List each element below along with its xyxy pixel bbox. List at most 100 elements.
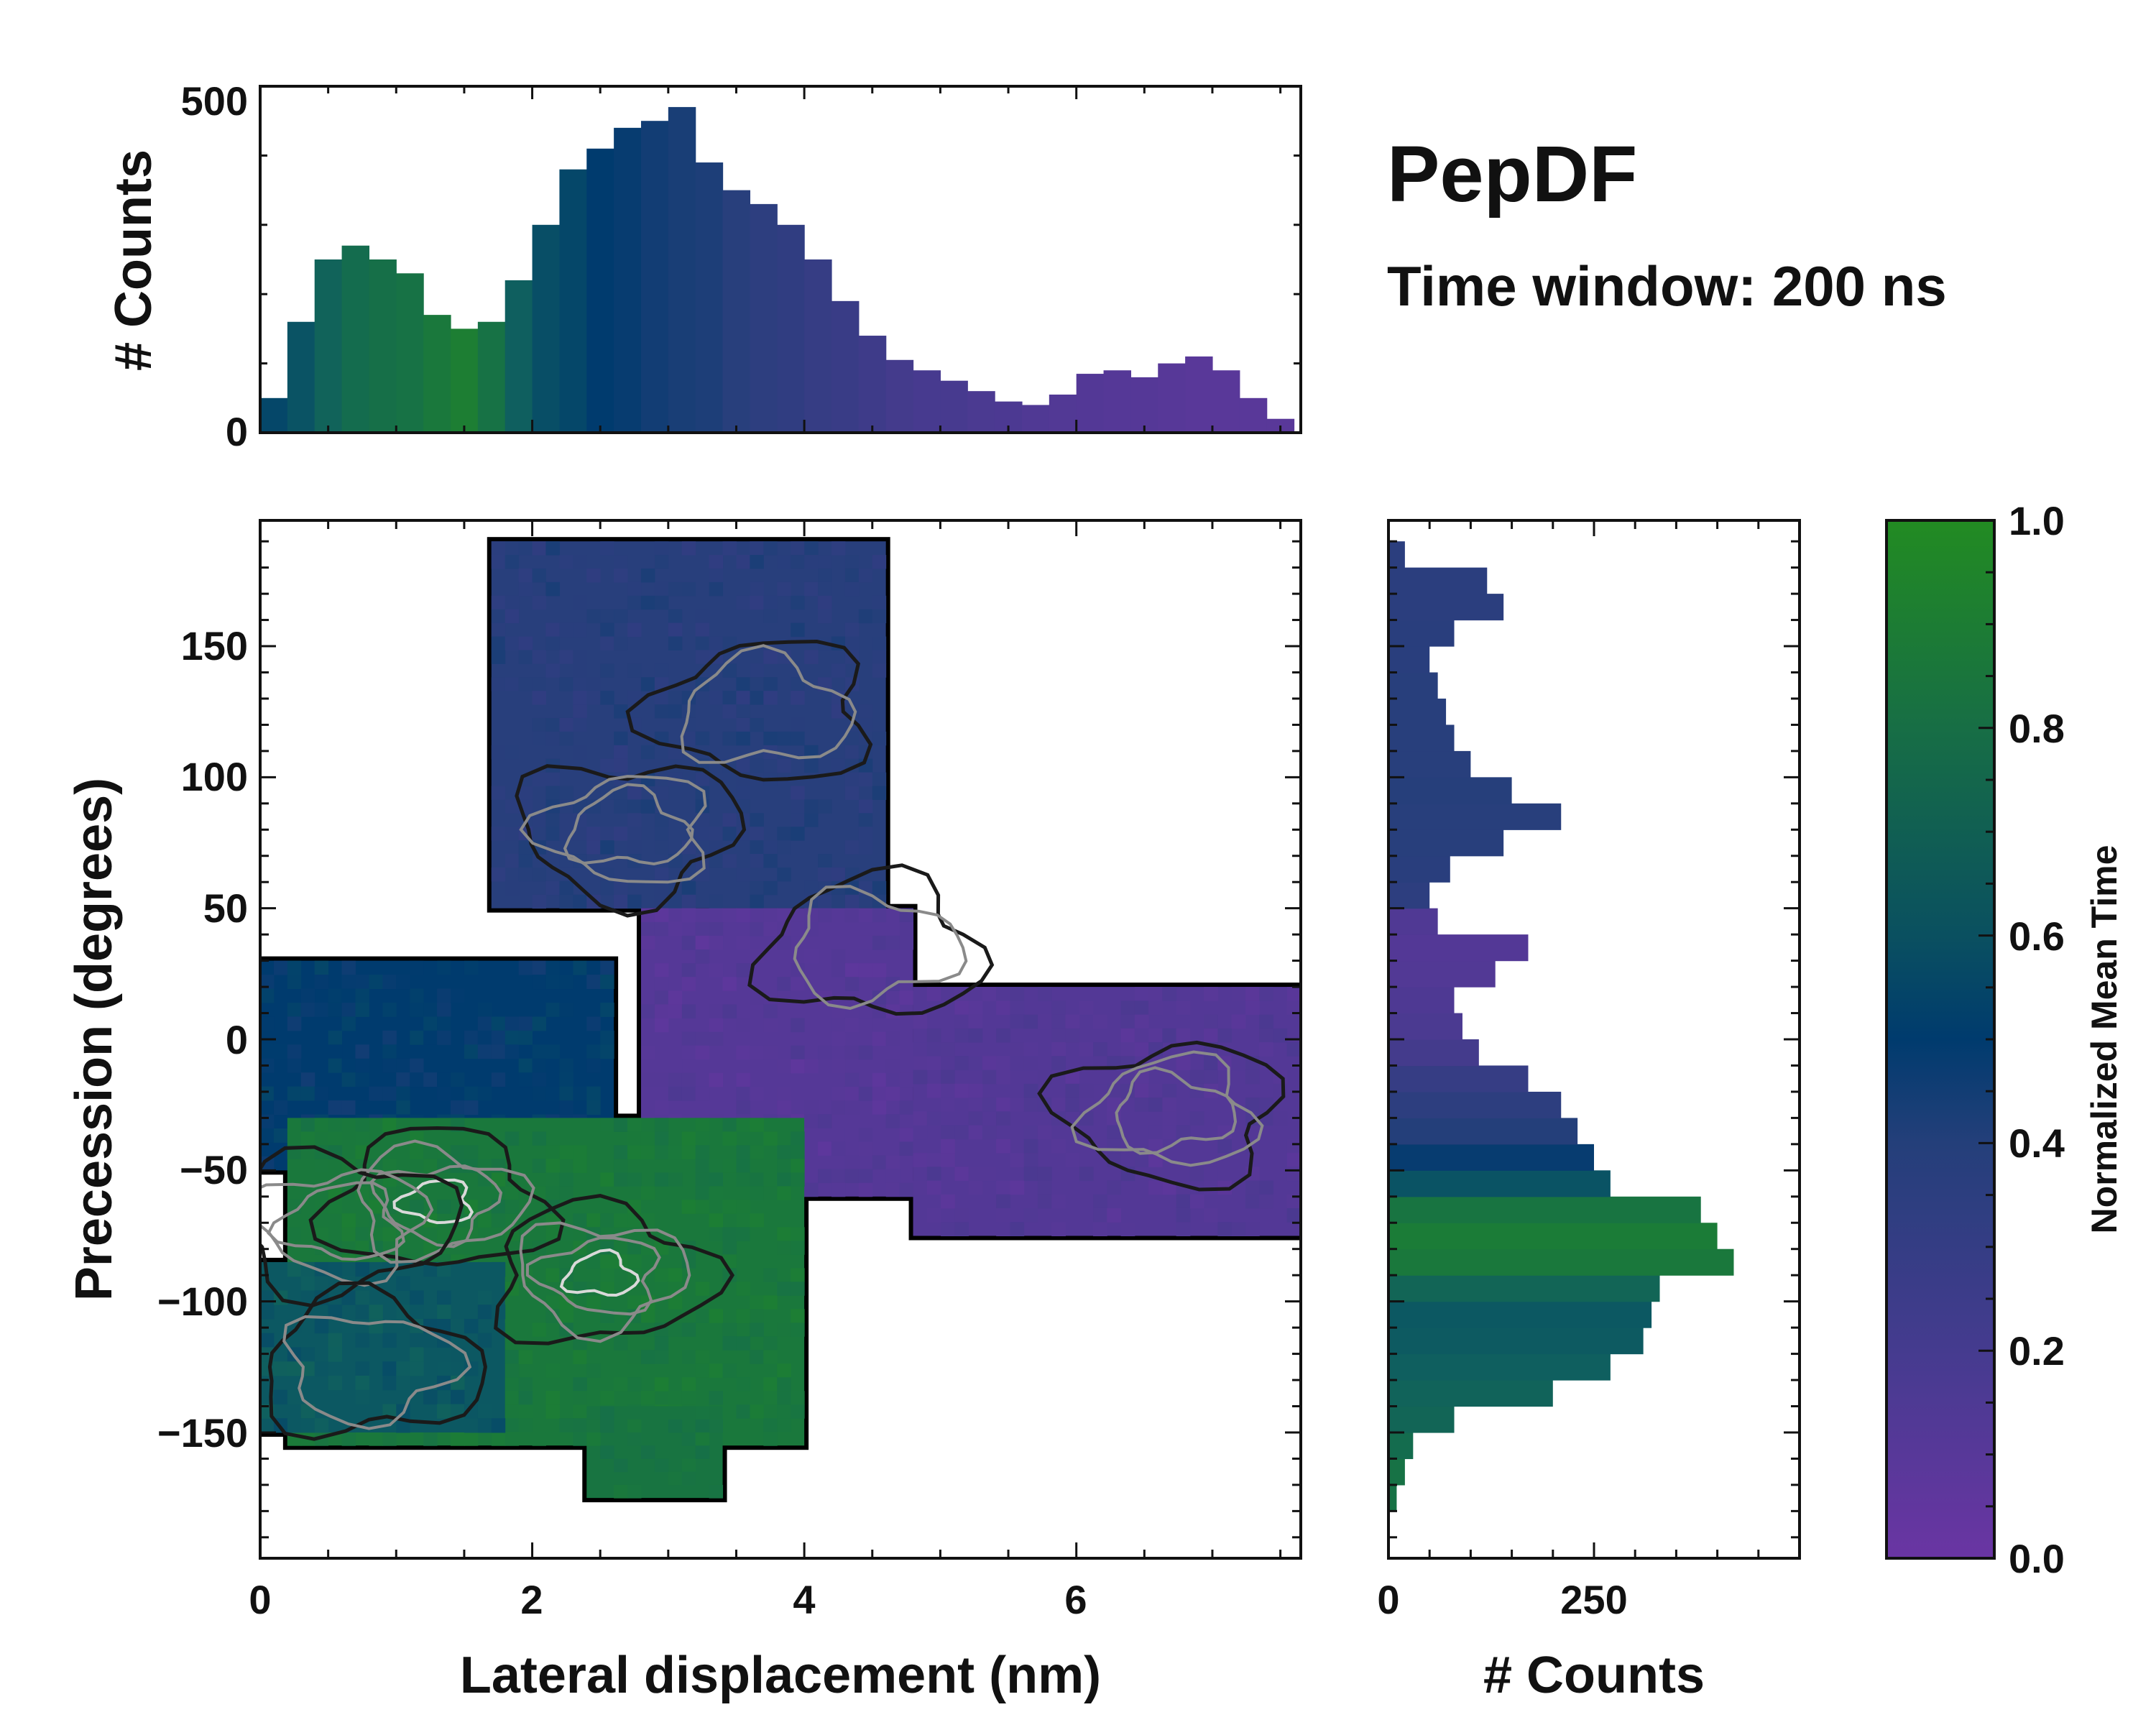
heat-cell xyxy=(750,840,764,855)
contour-line xyxy=(1070,1050,1264,1167)
heat-cell xyxy=(410,1290,424,1305)
heat-cell xyxy=(573,555,587,569)
heat-cell xyxy=(777,1391,791,1405)
heat-cell xyxy=(844,1072,860,1087)
heat-cell xyxy=(450,1100,465,1116)
heat-cell xyxy=(1065,1028,1080,1043)
heat-cell xyxy=(654,990,669,1005)
right-hist-bar xyxy=(1388,1091,1562,1118)
heat-cell xyxy=(695,949,710,964)
heat-cell xyxy=(1189,1111,1204,1126)
heat-cell xyxy=(872,1072,887,1087)
heat-cell xyxy=(709,636,724,650)
heat-cell xyxy=(709,1227,724,1241)
heat-cell xyxy=(763,595,778,610)
heat-cell xyxy=(1189,1167,1204,1182)
heat-cell xyxy=(573,1350,587,1364)
heat-cell xyxy=(668,894,683,909)
heat-cell xyxy=(818,799,832,814)
heat-cell xyxy=(423,1145,438,1159)
heat-cell xyxy=(410,1333,424,1348)
heat-cell xyxy=(545,717,560,732)
heat-cell xyxy=(518,581,533,597)
heat-cell xyxy=(899,1072,914,1087)
heat-cell xyxy=(1010,1014,1025,1029)
heat-cell xyxy=(586,975,601,990)
heat-cell xyxy=(763,731,778,746)
heat-cell xyxy=(709,1186,724,1200)
heat-cell xyxy=(954,1028,969,1043)
heat-cell xyxy=(437,1404,451,1419)
heat-cell xyxy=(804,1100,819,1115)
heat-cell xyxy=(763,1377,778,1392)
heat-cell xyxy=(791,541,805,556)
heat-cell xyxy=(954,1125,969,1140)
heat-cell xyxy=(627,1254,642,1269)
figure-subtitle: Time window: 200 ns xyxy=(1387,254,1947,318)
heat-cell xyxy=(750,1159,764,1173)
heat-cell xyxy=(941,1083,955,1098)
heat-cell xyxy=(586,1044,601,1059)
heat-cell xyxy=(477,1002,492,1017)
ytick-150: 150 xyxy=(181,623,248,668)
heat-cell xyxy=(654,786,669,800)
heat-cell xyxy=(681,1072,696,1087)
contour-line xyxy=(515,764,747,918)
heat-cell xyxy=(410,1058,424,1073)
heat-cell xyxy=(1148,1125,1163,1140)
heat-cell xyxy=(573,595,587,610)
heat-cell xyxy=(763,1295,778,1310)
heat-cell xyxy=(1176,1208,1191,1223)
heat-cell xyxy=(518,1377,533,1392)
heat-cell xyxy=(763,1418,778,1432)
right-histogram-xlabel: # Counts xyxy=(1483,1647,1705,1704)
heat-cell xyxy=(600,636,614,650)
heat-cell xyxy=(437,1002,451,1017)
heat-cell xyxy=(736,1018,750,1033)
heat-cell xyxy=(314,1086,329,1101)
heat-cell xyxy=(396,975,410,990)
heat-cell xyxy=(287,975,302,990)
heat-cell xyxy=(1010,1098,1025,1112)
heat-cell xyxy=(695,921,710,937)
heat-cell xyxy=(586,1350,601,1364)
heat-cell xyxy=(722,663,737,678)
heat-cell xyxy=(1120,1042,1135,1057)
heat-cell xyxy=(885,1182,900,1197)
heat-cell xyxy=(1134,1098,1149,1112)
right-hist-bar xyxy=(1388,1013,1462,1040)
heat-cell xyxy=(1286,987,1301,1001)
heat-cell xyxy=(709,1391,724,1405)
heat-cell xyxy=(505,1377,520,1392)
heat-cell xyxy=(518,677,533,691)
heat-cell xyxy=(1245,1180,1260,1195)
heat-cell xyxy=(1245,1098,1260,1112)
heat-cell xyxy=(640,1445,655,1459)
heat-cell xyxy=(1065,1098,1080,1112)
heat-cell xyxy=(668,636,683,650)
heat-cell xyxy=(573,827,587,841)
heat-cell xyxy=(410,960,424,975)
heat-cell xyxy=(791,977,805,991)
heat-cell xyxy=(654,745,669,760)
heat-cell xyxy=(804,799,819,814)
heat-cell xyxy=(600,1419,614,1433)
heat-cell xyxy=(464,1086,479,1101)
heat-cell xyxy=(668,622,683,638)
heat-cell xyxy=(341,1072,356,1087)
heat-cell xyxy=(491,1432,506,1446)
heat-cell xyxy=(654,1282,669,1296)
heat-cell xyxy=(355,1044,369,1059)
heat-cell xyxy=(1134,1000,1149,1016)
heat-cell xyxy=(1217,1125,1233,1140)
heat-cell xyxy=(260,1016,275,1031)
heat-cell xyxy=(818,1114,832,1128)
heat-cell xyxy=(355,1290,369,1305)
heat-cell xyxy=(505,1350,520,1364)
heat-cell xyxy=(695,1172,710,1187)
heat-cell xyxy=(477,1418,492,1433)
heat-cell xyxy=(600,1002,614,1017)
heat-cell xyxy=(996,987,1010,1001)
heat-cell xyxy=(382,1159,397,1173)
heat-cell xyxy=(872,772,887,787)
